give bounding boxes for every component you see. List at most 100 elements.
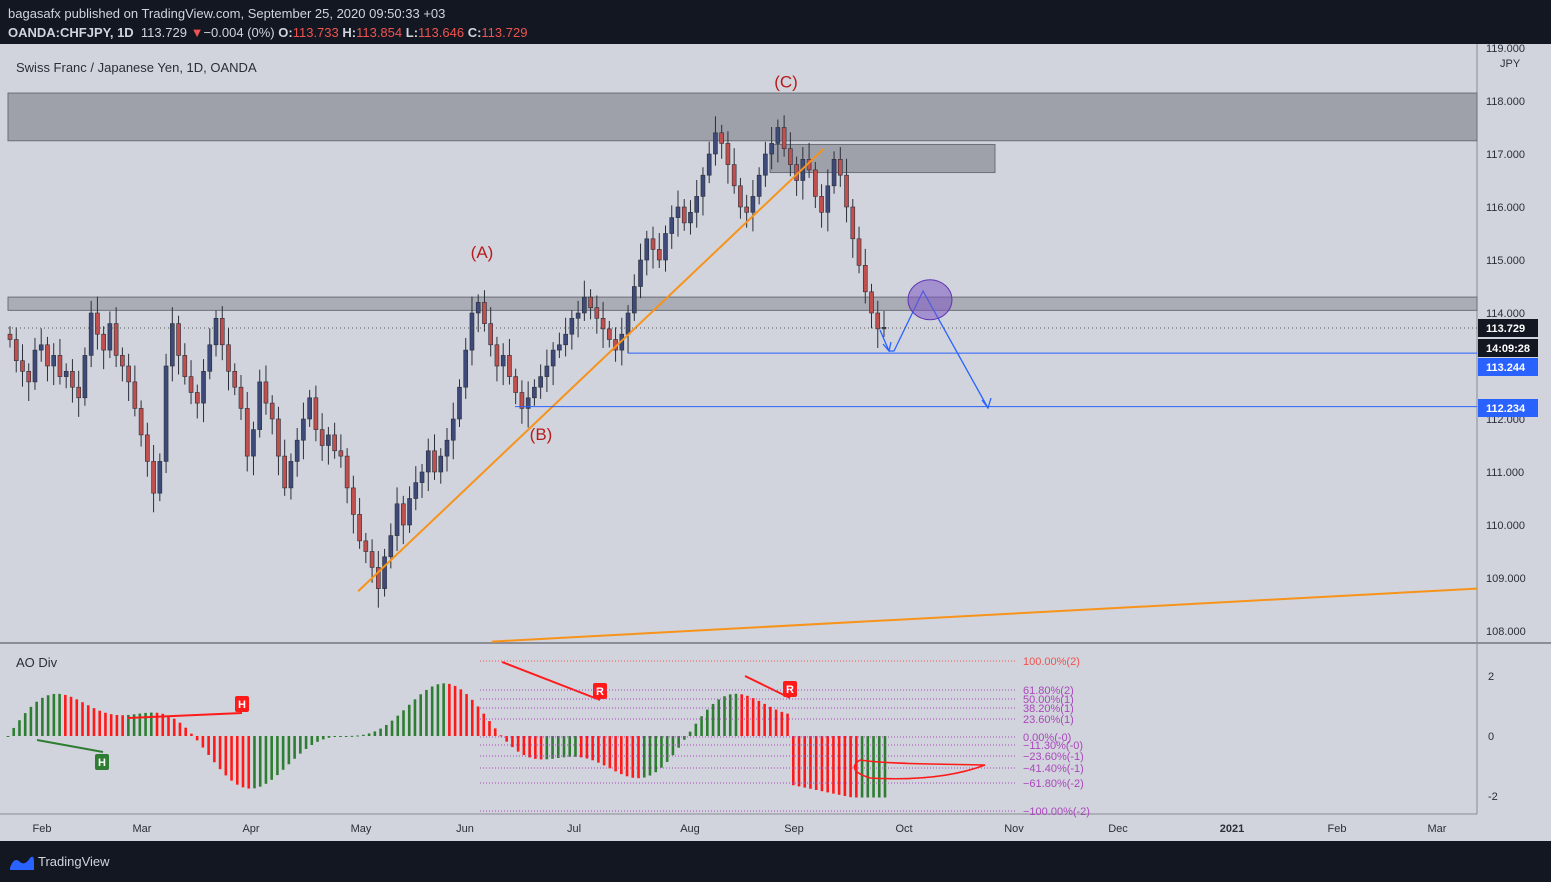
fib-levels: 100.00%(2) 61.80%(2)50.00%(1)38.20%(1)23.… — [480, 656, 1090, 818]
ao-bar — [809, 736, 812, 789]
candle-body — [95, 312, 100, 335]
ao-bar — [64, 694, 67, 736]
time-axis[interactable] — [0, 814, 1551, 841]
candle-body — [45, 344, 50, 367]
ao-bar — [637, 736, 640, 779]
open-value: 113.733 — [292, 25, 339, 40]
candle-body — [82, 355, 88, 399]
ao-bar — [769, 706, 772, 736]
ao-bar — [109, 714, 113, 736]
candle-body — [207, 344, 213, 372]
ao-bar — [46, 695, 50, 736]
ao-bar — [820, 736, 824, 792]
tradingview-brand: TradingView — [38, 854, 110, 869]
ao-bar — [832, 736, 835, 794]
ao-bar — [155, 712, 159, 736]
level1-badge-bg — [1478, 358, 1538, 376]
candle-body — [500, 355, 506, 367]
candle-body — [525, 397, 531, 409]
ao-tick: -2 — [1488, 791, 1498, 803]
ao-bar — [459, 689, 463, 736]
div-marker-2: R — [596, 686, 604, 698]
price-axis[interactable] — [1477, 44, 1551, 814]
div-marker-1-bg — [235, 696, 249, 712]
ao-bar — [92, 708, 96, 736]
candle-body — [813, 169, 818, 197]
ao-bar — [711, 703, 715, 736]
candle-body — [176, 323, 181, 356]
candle-body — [756, 174, 762, 197]
bear-divergence-line-1 — [127, 712, 243, 719]
fib-label-9: −61.80%(-2) — [1023, 778, 1084, 790]
candle-body — [88, 312, 94, 356]
ao-bar — [407, 704, 411, 736]
ao-bar — [436, 684, 440, 736]
candle-body — [120, 355, 125, 367]
ao-bar — [115, 715, 119, 736]
ao-bar — [299, 736, 302, 754]
candle-body — [837, 159, 843, 176]
candle-body — [363, 540, 369, 552]
ao-bar — [671, 736, 675, 756]
candle-body — [394, 503, 400, 536]
price-tick: 116.000 — [1486, 202, 1525, 214]
ao-bar — [591, 736, 594, 761]
div-marker-1: H — [238, 699, 246, 711]
ao-bar — [642, 736, 646, 778]
candle-body — [650, 238, 656, 250]
candle-body — [413, 482, 419, 499]
ao-bar — [425, 689, 428, 736]
ao-bar — [597, 736, 600, 763]
ao-bar — [144, 712, 147, 736]
candle-body — [238, 386, 244, 409]
candle-body — [388, 535, 394, 558]
candle-body — [681, 206, 687, 224]
ao-bar — [35, 701, 38, 736]
candle-body — [438, 455, 444, 473]
candle-body — [194, 392, 200, 404]
ao-bar — [814, 736, 818, 790]
close-value: 113.729 — [481, 25, 528, 40]
candle-body — [282, 455, 287, 489]
ao-bar — [304, 736, 308, 749]
high-value: 113.854 — [356, 25, 403, 40]
ao-bar — [654, 736, 658, 773]
div-marker-0-bg — [95, 754, 109, 770]
ao-bar — [534, 736, 537, 759]
last-price-badge-bg — [1478, 319, 1538, 337]
candle-body — [569, 317, 575, 335]
ao-bar — [688, 731, 692, 736]
candle-body — [669, 217, 675, 234]
ao-bar — [264, 736, 268, 784]
candle-body — [631, 286, 637, 314]
candle-body — [831, 159, 837, 187]
candle-body — [482, 302, 487, 324]
chart-canvas[interactable]: (A)(B)(C) 119.000118.000117.000116.00011… — [0, 0, 1551, 841]
candle-body — [557, 344, 562, 351]
symbol-label[interactable]: OANDA:CHFJPY, 1D — [8, 25, 134, 40]
ao-bar — [511, 736, 514, 748]
ao-bar — [52, 693, 56, 736]
ao-bar — [728, 694, 732, 736]
candle-body — [26, 370, 32, 383]
div-marker-3-bg — [783, 681, 797, 697]
fib-label-5: 0.00%(-0) — [1023, 732, 1071, 744]
ao-bar — [390, 720, 394, 736]
fib-label-6: −11.30%(-0) — [1023, 740, 1083, 752]
ao-bar — [465, 694, 468, 736]
candle-body — [145, 434, 150, 462]
fib-label-7: −23.60%(-1) — [1023, 751, 1084, 763]
ao-bar — [23, 713, 27, 736]
ao-bar — [883, 736, 887, 798]
time-tick: Sep — [784, 823, 804, 835]
ao-bar — [344, 736, 348, 737]
ao-bar — [803, 736, 807, 788]
candle-body — [644, 238, 650, 261]
chart-header: bagasafx published on TradingView.com, S… — [0, 0, 1551, 44]
candle-body — [700, 174, 706, 197]
ao-bar — [172, 718, 176, 736]
time-tick: Dec — [1108, 823, 1128, 835]
candle-body — [113, 323, 119, 356]
price-tick: 109.000 — [1486, 573, 1526, 585]
fib-label-3: 38.20%(1) — [1023, 703, 1074, 715]
